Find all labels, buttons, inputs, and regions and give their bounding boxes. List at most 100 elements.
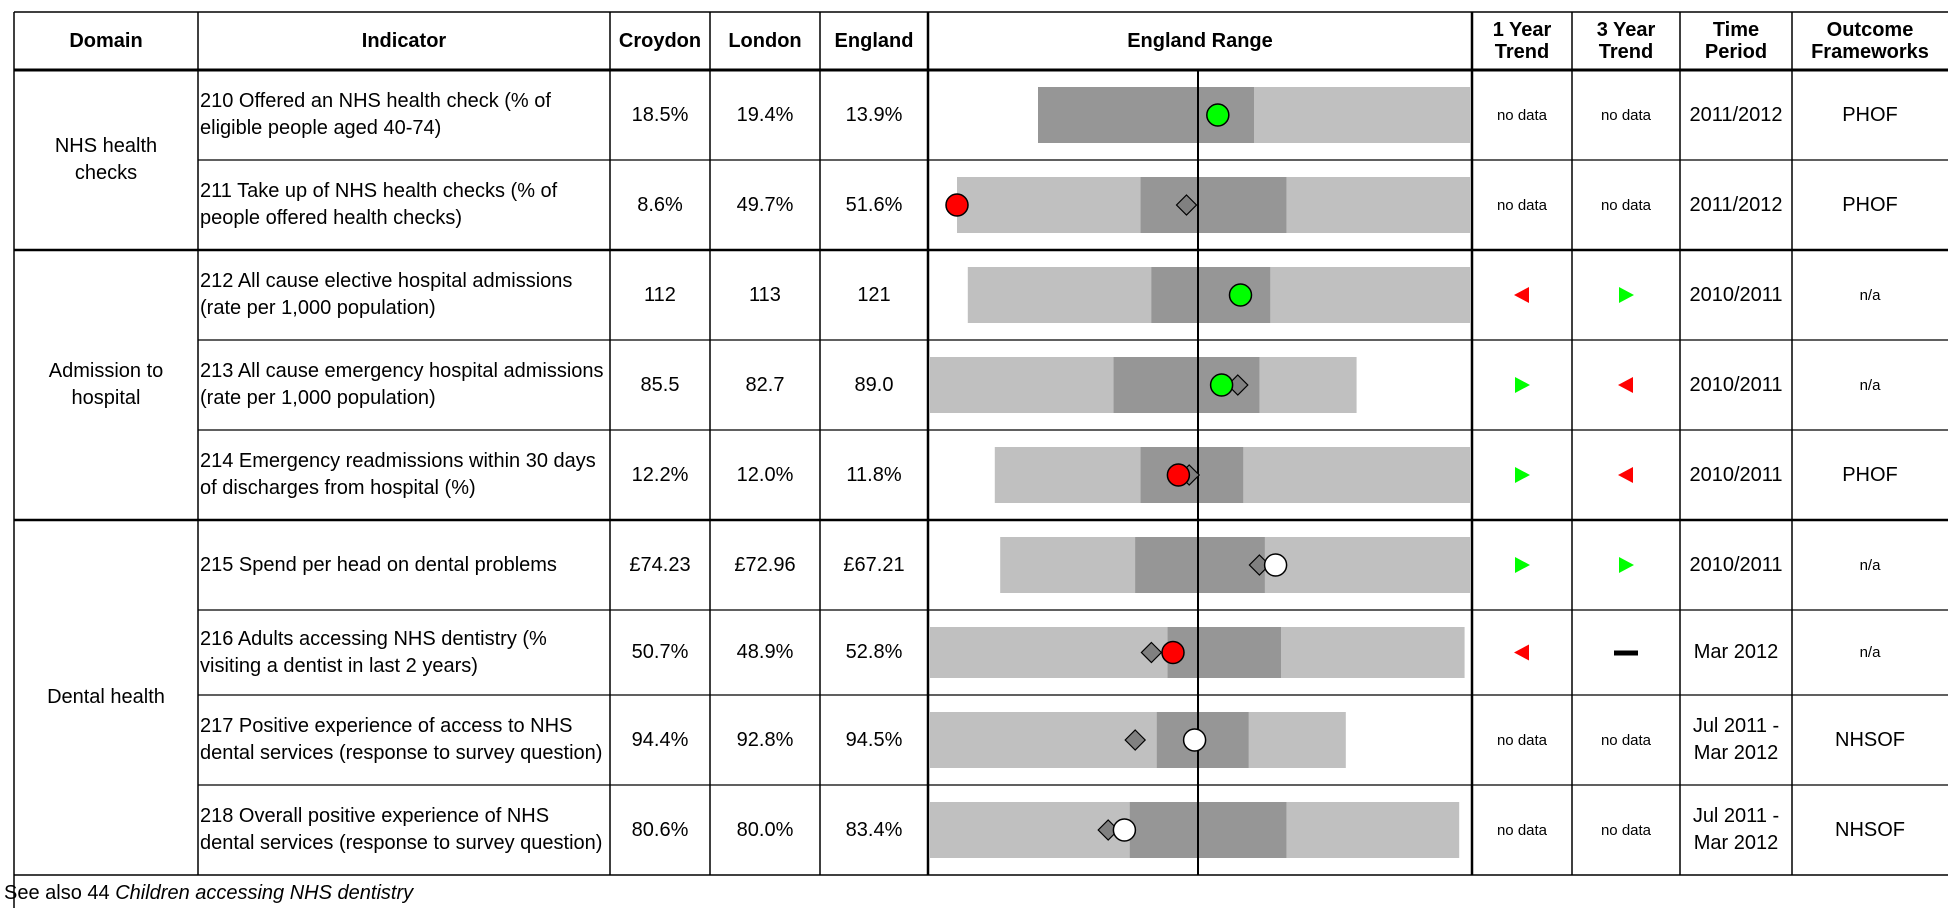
row-7-indicator: 217 Positive experience of access to NHS… — [200, 715, 603, 764]
trend-up-icon — [1515, 467, 1530, 483]
row-1-period: 2011/2012 — [1689, 193, 1783, 216]
trend-up-icon — [1619, 557, 1634, 573]
trend-down-icon — [1618, 377, 1633, 393]
row-0-indicator: 210 Offered an NHS health check (% of el… — [200, 90, 551, 139]
row-6-indicator: 216 Adults accessing NHS dentistry (% vi… — [200, 627, 547, 677]
london-marker — [1124, 729, 1147, 751]
row-5-indicator: 215 Spend per head on dental problems — [200, 553, 557, 576]
range-band-white — [930, 537, 1001, 593]
range-band-dark — [1135, 537, 1265, 593]
row-5-outcome: n/a — [1859, 556, 1881, 574]
row-5-croydon: £74.23 — [629, 553, 691, 576]
row-0-trend3: no data — [1600, 106, 1652, 124]
croydon-marker — [1166, 463, 1191, 487]
row-0-london: 19.4% — [736, 103, 794, 126]
row-5-london: £72.96 — [734, 553, 796, 576]
row-1-indicator: 211 Take up of NHS health checks (% of p… — [200, 180, 558, 229]
croydon-marker — [1161, 640, 1185, 665]
row-3-indicator: 213 All cause emergency hospital admissi… — [200, 360, 604, 409]
row-4-england: 11.8% — [846, 463, 902, 486]
header-domain: Domain — [69, 30, 143, 52]
row-5-period: 2010/2011 — [1689, 553, 1783, 576]
row-2-indicator: 212 All cause elective hospital admissio… — [200, 270, 573, 319]
header-3-year-trend: 3 Year Trend — [1596, 19, 1656, 63]
range-band-dark — [1151, 267, 1271, 323]
row-6-england: 52.8% — [845, 641, 903, 663]
row-2-trend1 — [1472, 250, 1572, 340]
row-2-period: 2010/2011 — [1689, 283, 1783, 306]
row-7-trend3: no data — [1600, 731, 1652, 749]
row-6-trend1 — [1472, 610, 1572, 695]
row-6-outcome: n/a — [1859, 644, 1881, 661]
croydon-marker — [1263, 553, 1288, 577]
header-croydon: Croydon — [618, 30, 702, 52]
row-1-england: 51.6% — [845, 193, 903, 216]
range-band-dark — [1167, 627, 1281, 678]
row-3-england: 89.0 — [854, 373, 894, 396]
row-3-trend3 — [1572, 340, 1680, 430]
range-band-white — [930, 447, 995, 503]
trend-down-icon — [1514, 644, 1529, 661]
row-7-outcome: NHSOF — [1835, 728, 1905, 751]
row-3-croydon: 85.5 — [640, 373, 680, 396]
croydon-marker — [1228, 283, 1253, 307]
row-1-trend3: no data — [1600, 196, 1652, 214]
row-7-trend1: no data — [1496, 731, 1548, 749]
trend-flat-icon — [1614, 650, 1638, 656]
row-4-trend3 — [1572, 430, 1680, 520]
header-indicator: Indicator — [361, 30, 447, 52]
trend-down-icon — [1514, 287, 1529, 303]
header-london: London — [728, 30, 802, 52]
row-2-trend3 — [1572, 250, 1680, 340]
domain-dental-health: Dental health — [47, 686, 165, 708]
row-8-trend1: no data — [1496, 821, 1548, 839]
trend-down-icon — [1618, 467, 1633, 483]
croydon-marker — [1182, 728, 1207, 752]
london-marker — [1175, 194, 1198, 216]
row-4-london: 12.0% — [736, 463, 794, 486]
row-2-england: 121 — [857, 283, 891, 306]
footer-note: See also 44 Children accessing NHS denti… — [4, 882, 414, 904]
row-5-england: £67.21 — [843, 553, 905, 576]
row-8-trend3: no data — [1600, 821, 1652, 839]
croydon-marker — [1209, 373, 1234, 397]
row-3-trend1 — [1472, 340, 1572, 430]
range-band-dark — [1140, 177, 1287, 233]
header-time-period: Time Period — [1704, 19, 1768, 63]
range-band-white — [930, 267, 968, 323]
row-3-outcome: n/a — [1859, 376, 1881, 394]
row-5-trend3 — [1572, 520, 1680, 610]
row-8-england: 83.4% — [845, 818, 903, 841]
header-outcome-frameworks: Outcome Frameworks — [1811, 19, 1929, 63]
row-5-trend1 — [1472, 520, 1572, 610]
row-2-outcome: n/a — [1859, 286, 1881, 304]
row-8-london: 80.0% — [736, 818, 794, 841]
row-6-london: 48.9% — [736, 641, 794, 663]
row-4-period: 2010/2011 — [1689, 463, 1783, 486]
croydon-marker — [945, 193, 969, 217]
row-3-period: 2010/2011 — [1689, 373, 1783, 396]
range-band-dark — [1129, 802, 1287, 858]
row-3-london: 82.7 — [745, 373, 785, 396]
row-0-england: 13.9% — [845, 103, 903, 126]
trend-up-icon — [1619, 287, 1634, 303]
row-4-croydon: 12.2% — [631, 463, 689, 486]
croydon-marker — [1206, 103, 1230, 127]
row-7-london: 92.8% — [736, 728, 794, 751]
row-2-london: 113 — [749, 283, 781, 306]
row-1-london: 49.7% — [736, 193, 794, 216]
row-0-period: 2011/2012 — [1689, 103, 1783, 126]
domain-admission-to-hospital: Admission to hospital — [48, 360, 164, 409]
row-6-croydon: 50.7% — [631, 641, 689, 663]
header-england: England — [834, 30, 914, 52]
trend-up-icon — [1515, 557, 1530, 573]
row-4-trend1 — [1472, 430, 1572, 520]
trend-up-icon — [1515, 377, 1530, 393]
row-4-indicator: 214 Emergency readmissions within 30 day… — [200, 450, 596, 499]
row-8-croydon: 80.6% — [631, 818, 689, 841]
croydon-marker — [1112, 818, 1137, 842]
row-0-trend1: no data — [1496, 106, 1548, 124]
row-0-outcome: PHOF — [1842, 103, 1898, 126]
row-4-outcome: PHOF — [1842, 463, 1898, 486]
